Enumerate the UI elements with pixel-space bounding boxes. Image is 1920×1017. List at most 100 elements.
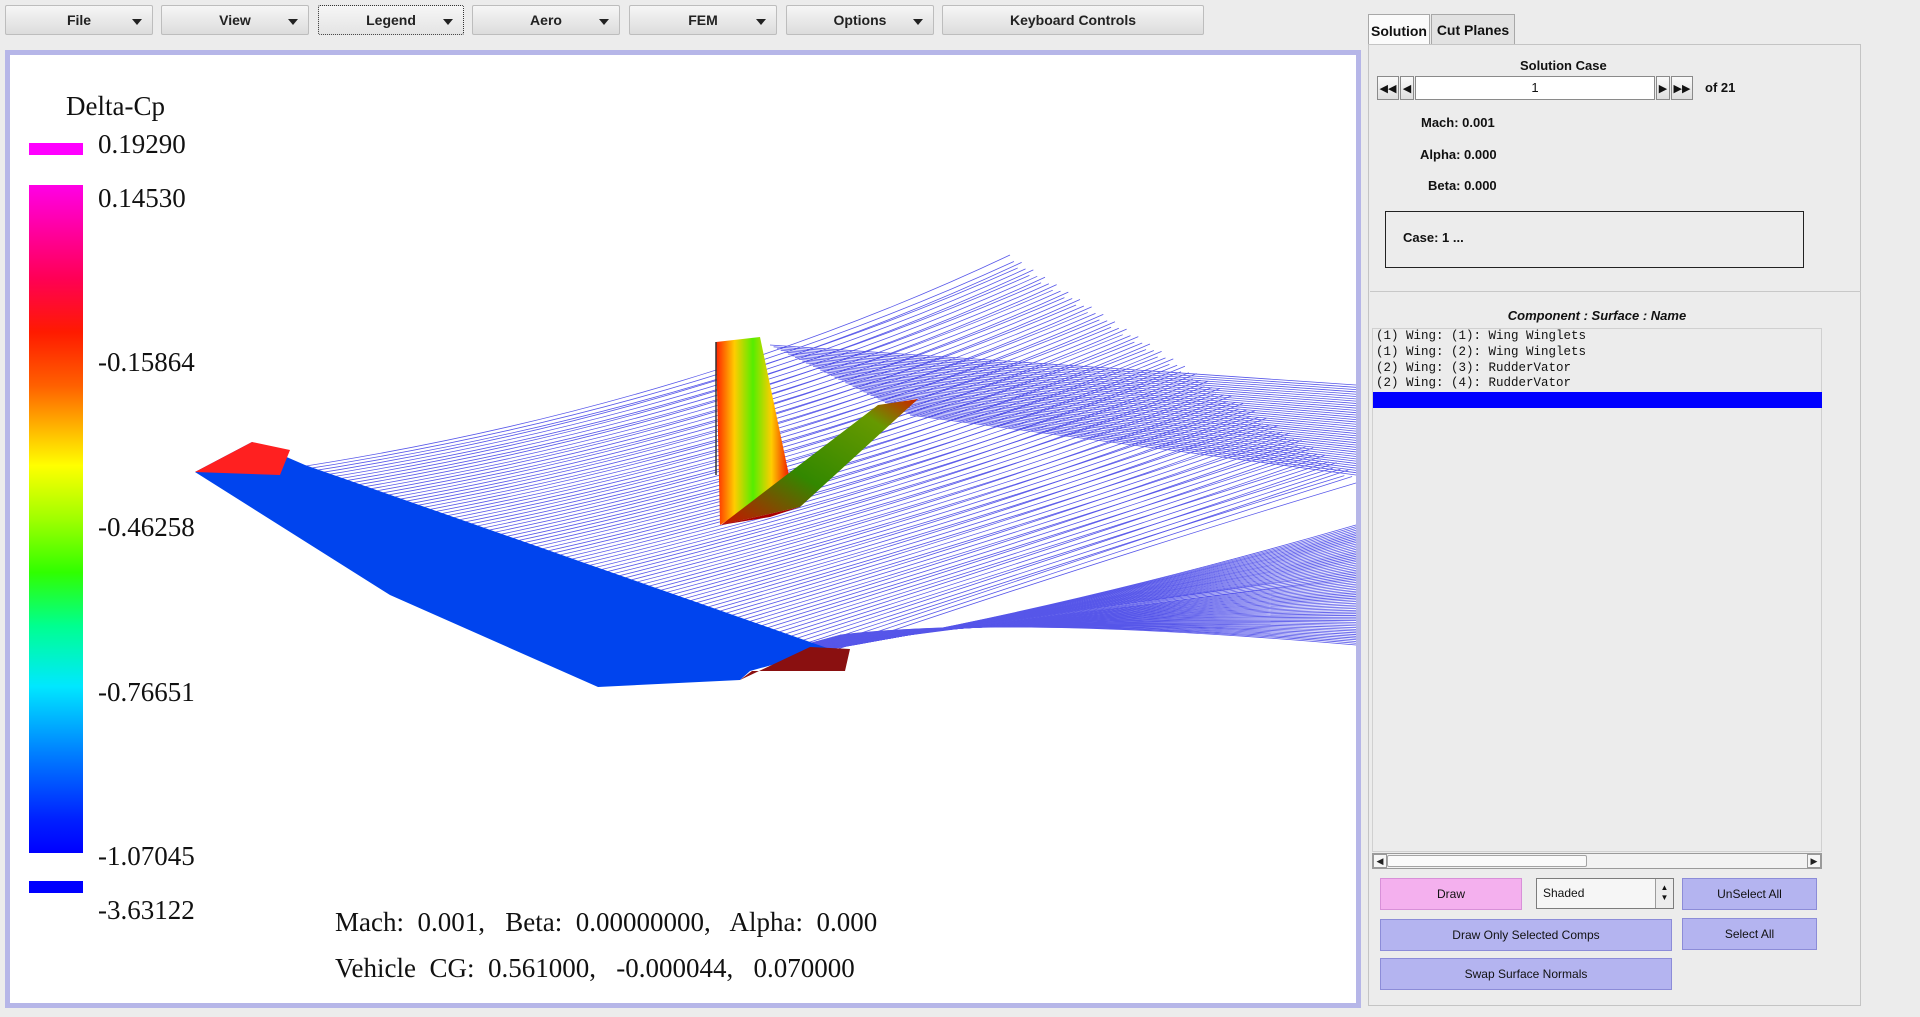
wake-streak [674, 423, 1263, 606]
wake-streak [437, 326, 1112, 525]
last-case-button[interactable]: ▶▶ [1671, 76, 1693, 100]
wake-streak [443, 321, 1116, 527]
wake-streak [870, 394, 1356, 451]
wake-streak [292, 267, 1018, 475]
wake-streak [769, 344, 1356, 386]
component-list[interactable]: (1) Wing: (1): Wing Winglets (1) Wing: (… [1372, 328, 1822, 852]
case-description-box: Case: 1 ... [1385, 211, 1804, 268]
wake-streak [777, 461, 1329, 641]
tab-solution[interactable]: Solution [1368, 14, 1430, 46]
swap-normals-label: Swap Surface Normals [1464, 967, 1588, 981]
chevron-down-icon [913, 19, 923, 25]
divider [1370, 291, 1861, 292]
wake-streak [322, 275, 1038, 485]
keyboard-controls-button[interactable]: Keyboard Controls [942, 5, 1204, 35]
case-description-text: Case: 1 ... [1403, 230, 1464, 245]
wake-streak [805, 362, 1356, 409]
draw-only-selected-label: Draw Only Selected Comps [1452, 928, 1600, 942]
tab-cut-planes-label: Cut Planes [1436, 21, 1510, 38]
wake-streak [625, 395, 1232, 589]
list-item[interactable]: (1) Wing: (2): Wing Winglets [1376, 345, 1587, 359]
vertical-fin [716, 337, 790, 525]
wake-streak [486, 342, 1143, 542]
skip-back-icon: ◀◀ [1379, 82, 1397, 95]
render-viewport[interactable]: Delta-Cp 0.19290 0.14530 -0.15864 -0.462… [5, 50, 1361, 1008]
wake-streak [839, 626, 1356, 646]
wake-streak [813, 366, 1356, 414]
wake-streak [559, 372, 1189, 567]
vehicle-cg-text: Vehicle CG: 0.561000, -0.000044, 0.07000… [335, 953, 855, 983]
select-all-button[interactable]: Select All [1682, 918, 1817, 950]
wake-streak [650, 409, 1248, 598]
wake-streak [328, 282, 1042, 488]
legend-menu-label: Legend [366, 12, 416, 28]
wake-streak [741, 446, 1306, 629]
legend-label-min: -3.63122 [98, 895, 195, 925]
tab-cut-planes[interactable]: Cut Planes [1431, 14, 1515, 44]
draw-button-label: Draw [1436, 887, 1465, 901]
wake-streak [583, 386, 1205, 575]
draw-only-selected-button[interactable]: Draw Only Selected Comps [1380, 919, 1672, 951]
tab-solution-label: Solution [1371, 22, 1427, 39]
legend-label-2: -0.15864 [98, 347, 195, 377]
wake-streak [364, 297, 1065, 500]
aero-menu-button[interactable]: Aero [472, 5, 620, 35]
case-count-label: of 21 [1705, 80, 1736, 95]
options-menu-label: Options [833, 12, 887, 28]
wake-streak [771, 454, 1326, 639]
unselect-all-label: UnSelect All [1717, 887, 1782, 901]
render-mode-select[interactable]: Shaded ▲ ▼ [1536, 878, 1674, 909]
options-menu-button[interactable]: Options [786, 5, 934, 35]
wake-streak [827, 373, 1356, 423]
swap-surface-normals-button[interactable]: Swap Surface Normals [1380, 958, 1672, 990]
wake-streak [686, 424, 1271, 610]
wake-streak [892, 405, 1356, 464]
list-item[interactable]: (2) Wing: (4): RudderVator [1376, 376, 1572, 390]
solution-case-header: Solution Case [1520, 58, 1607, 73]
prev-case-button[interactable]: ◀ [1400, 76, 1414, 100]
wake-streak [802, 360, 1356, 407]
wake-streak [692, 430, 1275, 612]
case-number-input[interactable]: 1 [1415, 76, 1655, 100]
view-menu-button[interactable]: View [161, 5, 309, 35]
legend-title: Delta-Cp [66, 91, 165, 121]
wake-streak [856, 387, 1356, 441]
wake-streak [877, 398, 1356, 455]
wake-streak [631, 401, 1236, 591]
wake-streak [884, 402, 1356, 460]
list-horizontal-scrollbar[interactable]: ◀ ▶ [1372, 853, 1822, 869]
wake-streak [728, 445, 1298, 625]
scroll-right-icon[interactable]: ▶ [1807, 854, 1821, 868]
first-case-button[interactable]: ◀◀ [1377, 76, 1399, 100]
selected-list-row[interactable] [1373, 392, 1822, 408]
wake-streak [522, 357, 1166, 554]
wing-root-patch [195, 442, 290, 475]
scroll-left-icon[interactable]: ◀ [1373, 854, 1387, 868]
wake-streak [888, 403, 1356, 462]
list-item[interactable]: (1) Wing: (1): Wing Winglets [1376, 329, 1587, 343]
model-canvas[interactable] [10, 55, 1356, 1003]
wake-streak [468, 335, 1131, 535]
menu-bar: File View Legend Aero FEM Options Keyboa… [0, 0, 1368, 42]
legend-color-bar [29, 185, 83, 853]
legend-menu-button[interactable]: Legend [318, 5, 464, 35]
spinner-arrows-icon: ▲ ▼ [1655, 879, 1673, 908]
legend-label-4: -0.76651 [98, 677, 195, 707]
unselect-all-button[interactable]: UnSelect All [1682, 878, 1817, 910]
draw-button[interactable]: Draw [1380, 878, 1522, 910]
next-case-button[interactable]: ▶ [1656, 76, 1670, 100]
wake-streak [789, 462, 1337, 645]
view-menu-label: View [219, 12, 251, 28]
wake-streak [286, 261, 1015, 473]
wake-streak [784, 351, 1356, 395]
wake-streak [704, 431, 1283, 616]
wake-streak [619, 401, 1228, 587]
chevron-down-icon [132, 19, 142, 25]
file-menu-button[interactable]: File [5, 5, 153, 35]
wake-streak [807, 469, 1349, 652]
wake-streak [310, 274, 1030, 481]
wake-streak [777, 348, 1356, 391]
scrollbar-thumb[interactable] [1387, 855, 1587, 867]
list-item[interactable]: (2) Wing: (3): RudderVator [1376, 361, 1572, 375]
fem-menu-button[interactable]: FEM [629, 5, 777, 35]
